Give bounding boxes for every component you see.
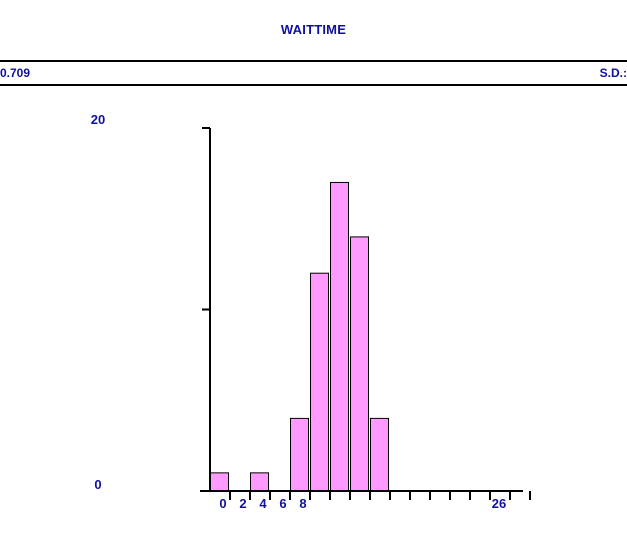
y-axis-ticks	[202, 127, 210, 311]
y-tick-label: 20	[91, 112, 105, 127]
histogram-bar	[370, 417, 389, 492]
histogram-bar	[210, 472, 229, 492]
x-tick-label: 4	[259, 496, 267, 511]
histogram-bars	[210, 181, 389, 492]
histogram-bar	[310, 272, 329, 492]
x-tick-label: 2	[239, 496, 246, 511]
y-axis-labels: 0 20	[91, 112, 105, 492]
x-tick-label: 26	[492, 496, 506, 511]
histogram-bar	[290, 417, 309, 492]
stats-bar: 0.709 S.D.:	[0, 60, 627, 86]
x-axis-ticks	[229, 491, 531, 500]
histogram-bar	[350, 236, 369, 492]
x-axis-labels: 0 2 4 6 8 26	[219, 496, 506, 511]
x-tick-label: 0	[219, 496, 226, 511]
histogram-bar	[330, 181, 349, 492]
y-tick-label: 0	[94, 477, 101, 492]
histogram-bar	[250, 472, 269, 492]
x-tick-label: 8	[299, 496, 306, 511]
mean-value: 0.709	[0, 66, 31, 80]
x-tick-label: 6	[279, 496, 286, 511]
chart-title: WAITTIME	[280, 22, 347, 37]
sd-label: S.D.:	[599, 66, 627, 80]
